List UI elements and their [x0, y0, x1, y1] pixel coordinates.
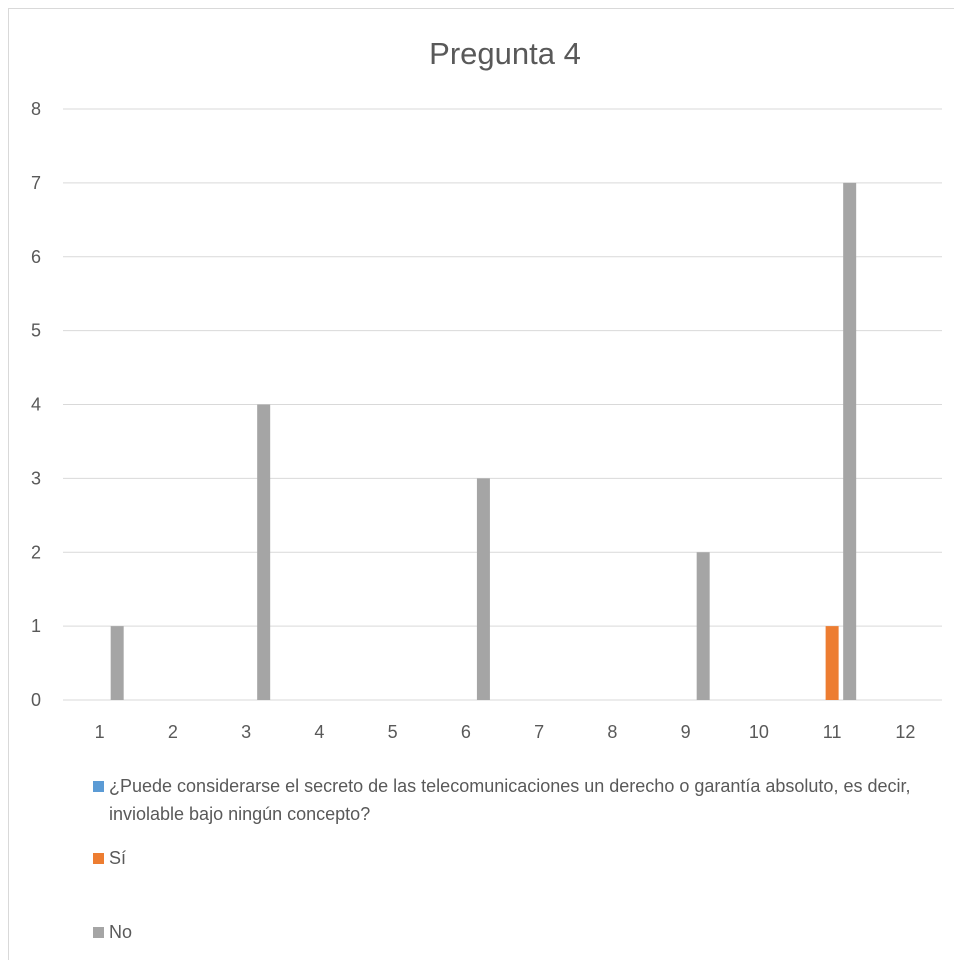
x-tick-label: 8	[607, 722, 617, 742]
x-tick-label: 9	[681, 722, 691, 742]
gridlines	[63, 108, 942, 701]
y-tick-label: 3	[31, 468, 41, 488]
y-tick-label: 6	[31, 247, 41, 267]
y-axis-ticks: 0 1 2 3 4 5 6 7 8	[31, 99, 41, 710]
x-axis-ticks: 1 2 3 4 5 6 7 8 9 10 11 12	[95, 722, 916, 742]
chart-title: Pregunta 4	[429, 36, 581, 71]
legend-item-series-no: No	[93, 918, 929, 946]
x-tick-label: 1	[95, 722, 105, 742]
y-tick-label: 1	[31, 616, 41, 636]
chart-frame	[8, 8, 954, 960]
x-tick-label: 5	[388, 722, 398, 742]
bar-series-2-cat-9	[696, 552, 710, 700]
bar-series-1-cat-11	[825, 626, 839, 700]
y-tick-label: 0	[31, 690, 41, 710]
x-tick-label: 10	[749, 722, 769, 742]
bar-series-2-cat-1	[110, 626, 124, 700]
x-tick-label: 2	[168, 722, 178, 742]
x-tick-label: 7	[534, 722, 544, 742]
bars	[110, 182, 857, 700]
legend-swatch-si	[93, 853, 104, 864]
y-tick-label: 4	[31, 395, 41, 415]
legend-label-si: Sí	[109, 848, 127, 868]
x-tick-label: 11	[823, 722, 842, 742]
y-tick-label: 5	[31, 321, 41, 341]
y-tick-label: 7	[31, 173, 41, 193]
legend-swatch-no	[93, 927, 104, 938]
legend-label-question: ¿Puede considerarse el secreto de las te…	[109, 776, 911, 824]
legend-label-no: No	[109, 922, 133, 942]
x-tick-label: 12	[895, 722, 915, 742]
legend-item-series-question: ¿Puede considerarse el secreto de las te…	[93, 772, 929, 828]
legend-swatch-question	[93, 781, 104, 792]
x-tick-label: 4	[314, 722, 324, 742]
bar-series-2-cat-3	[257, 404, 271, 700]
y-tick-label: 8	[31, 99, 41, 119]
bar-series-2-cat-11	[843, 182, 857, 700]
x-tick-label: 3	[241, 722, 251, 742]
bar-series-2-cat-6	[476, 478, 490, 700]
x-tick-label: 6	[461, 722, 471, 742]
legend-item-series-si: Sí	[93, 844, 929, 872]
y-tick-label: 2	[31, 542, 41, 562]
